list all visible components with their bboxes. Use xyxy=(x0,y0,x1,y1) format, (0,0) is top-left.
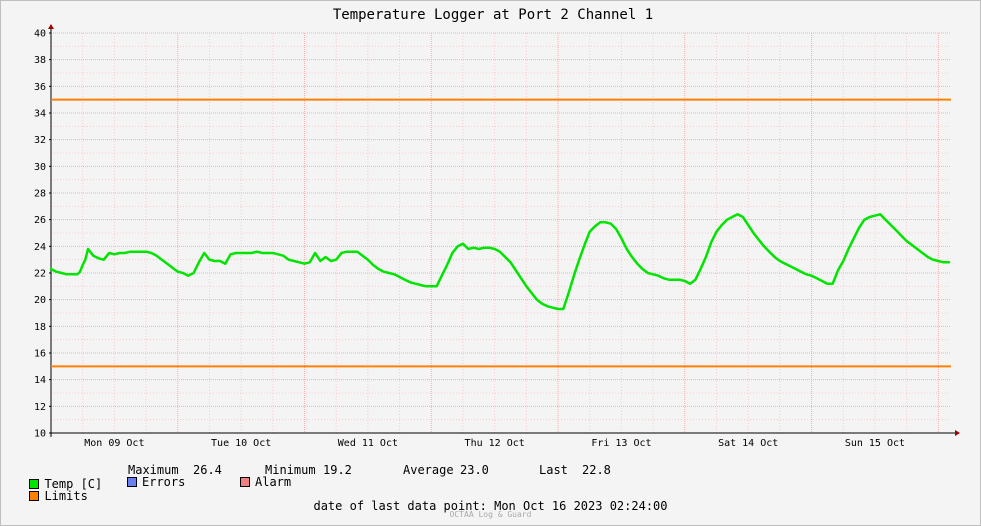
last-value: 22.8 xyxy=(582,463,611,477)
alarm-legend-swatch xyxy=(240,477,250,487)
x-tick-label: Tue 10 Oct xyxy=(211,438,271,449)
legend-row-1: Temp [C] xyxy=(15,463,102,491)
minimum-value: 19.2 xyxy=(323,463,352,477)
average-label: Average xyxy=(403,463,454,477)
minimum-label: Minimum xyxy=(265,463,316,477)
errors-legend-label: Errors xyxy=(142,475,186,489)
y-tick-label: 10 xyxy=(34,429,46,440)
last-data-point-text: date of last data point: Mon Oct 16 2023… xyxy=(313,499,668,513)
y-tick-label: 30 xyxy=(34,162,46,173)
chart-area: Temperature Logger at Port 2 Channel 1 1… xyxy=(34,7,960,449)
y-tick-label: 26 xyxy=(34,215,46,226)
last-label: Last xyxy=(539,463,568,477)
errors-legend: Errors xyxy=(127,475,185,489)
temp-series-line xyxy=(49,213,951,311)
legend-row-2: Limits xyxy=(15,475,88,503)
y-axis-arrow xyxy=(48,24,54,29)
temp-legend-swatch xyxy=(29,479,40,489)
series-group xyxy=(49,213,951,311)
y-tick-label: 14 xyxy=(34,375,46,386)
limits-legend-swatch xyxy=(29,491,40,501)
y-tick-label: 38 xyxy=(34,55,46,66)
alarm-legend: Alarm xyxy=(240,475,291,489)
average-value: 23.0 xyxy=(460,463,489,477)
limits-legend-label: Limits xyxy=(44,489,88,503)
limit-lines xyxy=(51,98,951,368)
y-tick-label: 24 xyxy=(34,242,46,253)
y-tick-labels: 10 12 14 16 18 20 22 24 26 28 30 32 34 36 38 40 xyxy=(34,29,51,440)
y-tick-label: 22 xyxy=(34,269,46,280)
x-axis-arrow xyxy=(955,430,960,436)
x-tick-labels: Mon 09 Oct Tue 10 Oct Wed 11 Oct Thu 12 Oct… xyxy=(84,438,905,449)
alarm-legend-label: Alarm xyxy=(255,475,292,489)
y-tick-label: 20 xyxy=(34,295,46,306)
axes xyxy=(48,24,960,437)
chart-title: Temperature Logger at Port 2 Channel 1 xyxy=(333,7,653,23)
grid-minor xyxy=(51,33,951,433)
temp-legend-label: Temp [C] xyxy=(44,477,103,491)
x-tick-label: Mon 09 Oct xyxy=(84,438,144,449)
x-tick-label: Sun 15 Oct xyxy=(845,438,905,449)
y-tick-label: 12 xyxy=(34,402,46,413)
y-tick-label: 32 xyxy=(34,135,46,146)
y-tick-label: 28 xyxy=(34,189,46,200)
errors-legend-swatch xyxy=(127,477,137,487)
maximum-label: Maximum xyxy=(128,463,179,477)
credit-text: OCTAA Log & Guard xyxy=(449,510,532,519)
y-tick-label: 34 xyxy=(34,109,46,120)
y-tick-label: 16 xyxy=(34,349,46,360)
x-tick-label: Wed 11 Oct xyxy=(338,438,398,449)
maximum-value: 26.4 xyxy=(193,463,222,477)
y-tick-label: 18 xyxy=(34,322,46,333)
x-tick-label: Fri 13 Oct xyxy=(591,438,651,449)
x-tick-label: Sat 14 Oct xyxy=(718,438,778,449)
y-tick-label: 36 xyxy=(34,82,46,93)
x-tick-label: Thu 12 Oct xyxy=(465,438,525,449)
y-tick-label: 40 xyxy=(34,29,46,40)
